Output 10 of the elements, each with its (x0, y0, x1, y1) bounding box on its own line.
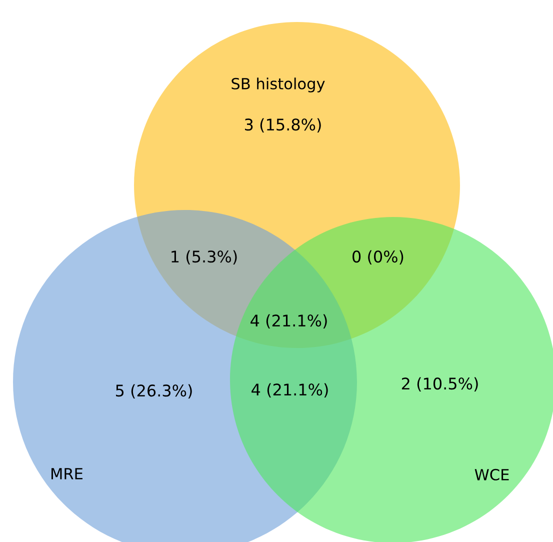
text: MRE (52, 468, 82, 480)
data-label: 3 (15.8%) (244, 118, 321, 133)
data-label: 0 (0%) (352, 250, 404, 265)
data-label: 4 (21.1%) (250, 314, 327, 329)
data-label: 1 (5.3%) (172, 250, 237, 265)
text: WCE (474, 468, 509, 480)
data-label: 4 (21.1%) (252, 383, 328, 398)
data-label: 5 (26.3%) (116, 384, 192, 399)
text: SB histology (232, 78, 325, 92)
data-label: 2 (10.5%) (402, 377, 478, 392)
